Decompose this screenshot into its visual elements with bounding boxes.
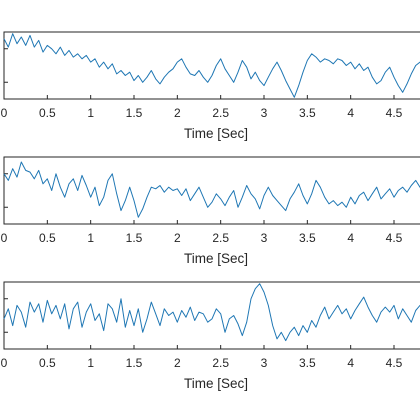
- x-tick-label: 2.5: [212, 356, 229, 370]
- x-tick-label: 4.5: [386, 106, 403, 120]
- x-tick-label: 1.5: [126, 231, 143, 245]
- x-tick-label: 0: [1, 231, 8, 245]
- x-tick-label: 3: [261, 106, 268, 120]
- x-tick-label: 1: [87, 356, 94, 370]
- subplot-3: 0 0.5 1 1.5 2 2.5 3 3.5 4 4.5 Time [Sec]: [1, 281, 420, 391]
- axes-box: [3, 156, 420, 225]
- x-tick-label: 2: [174, 106, 181, 120]
- x-tick-label: 1.5: [126, 356, 143, 370]
- x-tick-label: 4: [347, 106, 354, 120]
- subplot-2: 0 0.5 1 1.5 2 2.5 3 3.5 4 4.5 Time [Sec]: [1, 156, 420, 266]
- x-axis-label: Time [Sec]: [184, 126, 248, 141]
- x-tick-label: 3: [261, 356, 268, 370]
- x-tick-label: 1: [87, 106, 94, 120]
- x-tick-label: 3.5: [299, 106, 316, 120]
- x-tick-label: 1.5: [126, 106, 143, 120]
- subplot-1: 0 0.5 1 1.5 2 2.5 3 3.5 4 4.5 Time [Sec]: [1, 31, 420, 141]
- axes-box: [3, 31, 420, 100]
- x-tick-label: 0: [1, 106, 8, 120]
- x-tick-label: 4: [347, 231, 354, 245]
- x-tick-label: 2.5: [212, 106, 229, 120]
- x-tick-label: 2: [174, 231, 181, 245]
- x-tick-label: 4: [347, 356, 354, 370]
- x-tick-label: 2.5: [212, 231, 229, 245]
- series-line-1: [3, 33, 420, 98]
- x-tick-label: 4.5: [386, 356, 403, 370]
- x-tick-label: 0.5: [39, 356, 56, 370]
- x-tick-label: 3: [261, 231, 268, 245]
- x-axis-label: Time [Sec]: [184, 251, 248, 266]
- axes-box: [3, 281, 420, 350]
- x-tick-label: 3.5: [299, 231, 316, 245]
- series-line-3: [3, 283, 420, 342]
- x-tick-label: 0.5: [39, 231, 56, 245]
- x-tick-label: 3.5: [299, 356, 316, 370]
- x-tick-label: 1: [87, 231, 94, 245]
- x-tick-label: 4.5: [386, 231, 403, 245]
- x-axis-label: Time [Sec]: [184, 376, 248, 391]
- x-tick-label: 0: [1, 356, 8, 370]
- series-line-2: [3, 161, 420, 218]
- x-tick-label: 2: [174, 356, 181, 370]
- x-tick-label: 0.5: [39, 106, 56, 120]
